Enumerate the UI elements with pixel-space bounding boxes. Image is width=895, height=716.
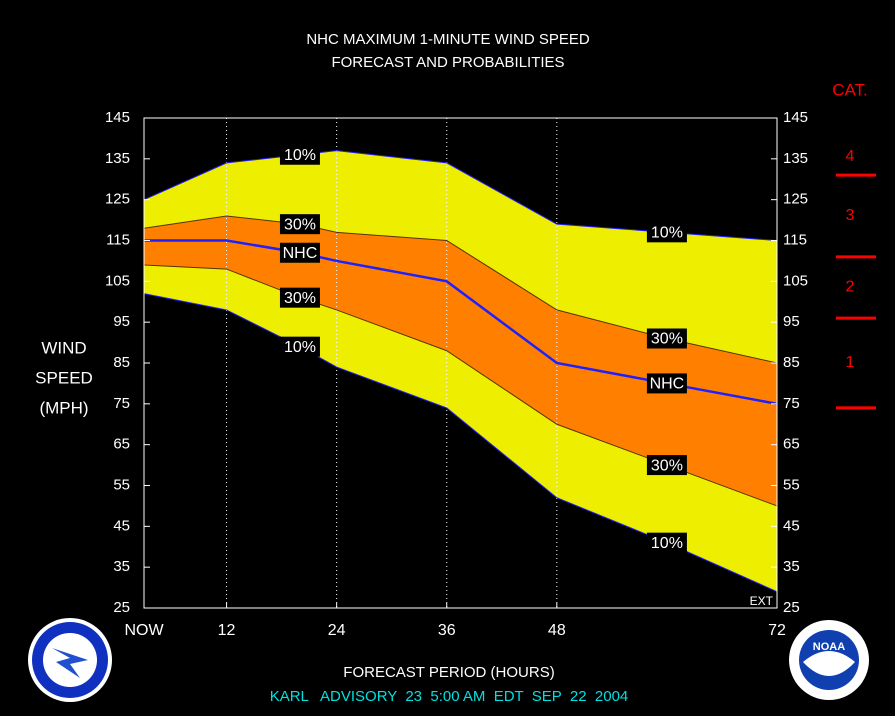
y-axis-label: WIND xyxy=(41,338,86,357)
series-label: NHC xyxy=(646,373,687,394)
y-tick-label-right: 55 xyxy=(783,476,800,493)
y-tick-label-right: 45 xyxy=(783,517,800,534)
label-box xyxy=(279,336,320,357)
chart-title: NHC MAXIMUM 1-MINUTE WIND SPEED xyxy=(306,31,590,48)
label-box xyxy=(646,532,687,553)
nws-logo xyxy=(28,618,112,702)
series-label: 10% xyxy=(279,144,320,165)
label-box xyxy=(646,328,687,349)
band-area xyxy=(144,150,777,363)
series-label: 30% xyxy=(279,287,320,308)
label-box xyxy=(646,222,687,243)
series-label-text: 30% xyxy=(284,216,316,233)
label-box xyxy=(279,242,320,263)
series-label-text: 10% xyxy=(284,339,316,356)
category-label: 4 xyxy=(846,148,855,165)
y-tick-label-right: 105 xyxy=(783,272,808,289)
series-label-text: 10% xyxy=(651,535,683,552)
series-label: 10% xyxy=(646,222,687,243)
y-tick-label: 105 xyxy=(105,272,130,289)
y-axis-label: (MPH) xyxy=(39,398,88,417)
y-tick-label: 65 xyxy=(113,436,130,453)
y-tick-label-right: 145 xyxy=(783,109,808,126)
label-box xyxy=(279,214,320,235)
y-axis-label: SPEED xyxy=(35,368,93,387)
y-tick-label-right: 35 xyxy=(783,558,800,575)
x-tick-label: 48 xyxy=(548,622,566,639)
label-box xyxy=(646,373,687,394)
y-tick-label: 35 xyxy=(113,558,130,575)
x-tick-label: 72 xyxy=(768,622,786,639)
y-tick-label-right: 85 xyxy=(783,354,800,371)
y-tick-label: 145 xyxy=(105,109,130,126)
series-label-text: 30% xyxy=(651,457,683,474)
y-tick-label-right: 95 xyxy=(783,313,800,330)
category-label: 1 xyxy=(846,354,855,371)
series-label: 30% xyxy=(646,455,687,476)
band-area xyxy=(144,240,777,506)
y-tick-label: 95 xyxy=(113,313,130,330)
y-tick-label: 45 xyxy=(113,517,130,534)
x-tick-label: 12 xyxy=(218,622,236,639)
category-title: CAT. xyxy=(832,80,868,99)
y-tick-label: 115 xyxy=(106,231,130,248)
y-tick-label-right: 25 xyxy=(783,599,800,616)
band-area xyxy=(144,216,777,404)
y-tick-label: 125 xyxy=(105,191,130,208)
footer: KARL ADVISORY 23 5:00 AM EDT SEP 22 2004 xyxy=(270,688,629,705)
y-tick-label: 135 xyxy=(105,150,130,167)
series-label-text: NHC xyxy=(650,376,685,393)
y-tick-label-right: 75 xyxy=(783,395,800,412)
logo-text: NOAA xyxy=(813,641,845,653)
y-tick-label: 85 xyxy=(113,354,130,371)
series-label-text: 30% xyxy=(651,331,683,348)
series-label-text: 10% xyxy=(284,147,316,164)
series-label-text: 10% xyxy=(651,225,683,242)
label-box xyxy=(279,287,320,308)
y-tick-label: 55 xyxy=(113,476,130,493)
label-box xyxy=(279,144,320,165)
series-label-text: NHC xyxy=(283,245,318,262)
series-label: 30% xyxy=(646,328,687,349)
y-tick-label-right: 115 xyxy=(783,231,807,248)
y-tick-label-right: 135 xyxy=(783,150,808,167)
series-label: 30% xyxy=(279,214,320,235)
y-tick-label-right: 65 xyxy=(783,436,800,453)
label-box xyxy=(646,455,687,476)
series-label: 10% xyxy=(646,532,687,553)
series-label: 10% xyxy=(279,336,320,357)
x-axis-label: FORECAST PERIOD (HOURS) xyxy=(343,664,554,681)
noaa-logo: NOAA xyxy=(789,620,869,700)
category-label: 2 xyxy=(846,279,855,296)
y-tick-label: 25 xyxy=(113,599,130,616)
y-tick-label: 75 xyxy=(113,395,130,412)
series-label-text: 30% xyxy=(284,290,316,307)
x-tick-label: 36 xyxy=(438,622,456,639)
series-label: NHC xyxy=(279,242,320,263)
corner-note: EXT xyxy=(750,594,774,608)
chart-subtitle: FORECAST AND PROBABILITIES xyxy=(331,54,564,71)
x-tick-label: NOW xyxy=(124,622,164,639)
y-tick-label-right: 125 xyxy=(783,191,808,208)
x-tick-label: 24 xyxy=(328,622,346,639)
category-label: 3 xyxy=(846,207,855,224)
